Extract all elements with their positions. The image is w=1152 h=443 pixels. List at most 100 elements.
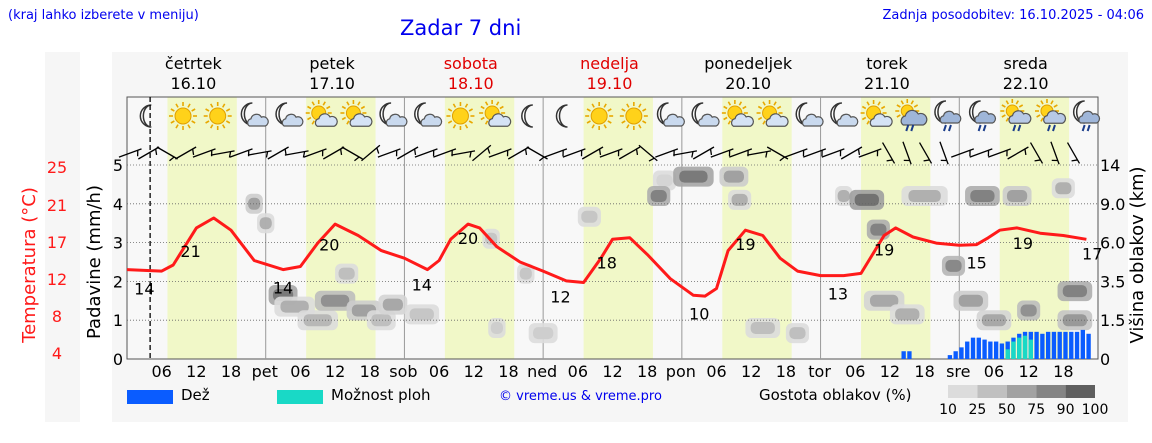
- storm-bar: [1017, 337, 1022, 359]
- sun-cloud-icon: [721, 100, 754, 127]
- rain-bar: [976, 337, 981, 359]
- wind-arrow: [902, 141, 912, 165]
- precip-tick: 2: [113, 272, 123, 291]
- cloud-layer-blob: [889, 304, 925, 325]
- wind-arrow: [858, 148, 882, 158]
- weather-icons: [139, 99, 1101, 132]
- x-hour-tick: 12: [325, 362, 345, 381]
- wind-arrow: [747, 150, 772, 158]
- precip-axis-label: Padavine (mm/h): [84, 185, 105, 339]
- moon-cloud-icon: [414, 102, 443, 127]
- temperature-label: 19: [735, 235, 755, 254]
- wind-arrow: [175, 146, 197, 160]
- rain-bar: [982, 339, 987, 359]
- rain-bar: [1045, 331, 1051, 359]
- x-day-tick: ned: [527, 362, 557, 381]
- x-hour-tick: 06: [845, 362, 865, 381]
- sun-icon: [203, 102, 232, 130]
- page-title: Zadar 7 dni: [400, 16, 522, 40]
- moon-cloud-icon: [795, 102, 824, 127]
- x-hour-tick: 06: [568, 362, 588, 381]
- rain-bar: [1080, 329, 1085, 359]
- day-name: torek: [866, 54, 908, 73]
- cloud-layer-blob: [728, 189, 752, 210]
- x-day-tick: sre: [946, 362, 970, 381]
- cloud-layer-blob: [245, 193, 263, 214]
- x-day-tick: pet: [252, 362, 278, 381]
- day-date: 19.10: [587, 74, 633, 93]
- cloud-density-level: 25: [968, 402, 986, 418]
- moon-cloud-icon: [240, 102, 269, 127]
- cloud-layer-blob: [577, 206, 601, 227]
- day-date: 17.10: [309, 74, 355, 93]
- left-axis-panel: [45, 52, 80, 422]
- wind-arrow: [803, 148, 827, 158]
- x-hour-tick: 18: [498, 362, 518, 381]
- rain-bar: [970, 337, 976, 359]
- x-day-tick: tor: [808, 362, 831, 381]
- sun-rain-icon: [1034, 99, 1067, 132]
- legend: 10 25 50 75 90 100: [939, 385, 1108, 418]
- cloud-layer-blob: [314, 290, 356, 311]
- cloud-layer-blob: [1017, 300, 1041, 321]
- wind-arrow: [1050, 141, 1060, 165]
- day-date: 16.10: [170, 74, 216, 93]
- rain-bar: [901, 351, 906, 359]
- x-hour-tick: 12: [1018, 362, 1038, 381]
- rain-bar: [1069, 331, 1074, 359]
- precip-tick: 5: [113, 156, 123, 175]
- cloud-layer-blob: [719, 166, 749, 187]
- wind-arrow: [526, 146, 548, 162]
- rain-bar: [907, 351, 912, 359]
- x-hour-tick: 06: [290, 362, 310, 381]
- temperature-label: 13: [828, 285, 848, 304]
- moon-cloud-icon: [379, 102, 408, 127]
- plot-border: [126, 96, 1099, 360]
- precip-tick: 4: [113, 195, 123, 214]
- cloud-density-level: 75: [1027, 402, 1045, 418]
- wind-arrow: [562, 148, 586, 158]
- cloud-layer-blob: [849, 189, 885, 210]
- rain-bar: [1051, 331, 1057, 359]
- precip-bars: [901, 329, 1091, 359]
- region-hint[interactable]: (kraj lahko izberete v meniju): [8, 8, 199, 23]
- wind-arrow: [599, 148, 623, 158]
- wind-arrow: [692, 146, 715, 160]
- temperature-line: 21 14 20 14 20 12 18 10 19 13 19 15 19 17 14: [126, 216, 1102, 324]
- storm-bar: [1005, 349, 1010, 359]
- storm-legend-swatch: [277, 390, 323, 404]
- credit-link[interactable]: © vreme.us & vreme.pro: [499, 389, 662, 404]
- cloud-height-tick: 9.0: [1100, 195, 1125, 214]
- temperature-tick: 4: [52, 344, 62, 363]
- rain-bar: [1063, 331, 1068, 359]
- wind-arrow: [939, 141, 949, 165]
- cloud-density-swatch: [1006, 385, 1037, 398]
- storm-legend-label: Možnost ploh: [331, 386, 431, 404]
- gridlines: [127, 97, 1098, 359]
- wind-arrow: [544, 148, 568, 158]
- sun-rain-icon: [1000, 99, 1032, 132]
- x-hour-tick: 06: [984, 362, 1004, 381]
- rain-bar: [947, 355, 953, 359]
- sun-cloud-icon: [305, 100, 338, 127]
- cloud-layer-blob: [965, 186, 1000, 207]
- cloud-layer-blob: [1051, 178, 1075, 199]
- cloud-layer-blob: [1057, 281, 1093, 302]
- rain-bar: [965, 341, 970, 359]
- x-hour-tick: 12: [602, 362, 622, 381]
- sun-icon: [169, 102, 198, 130]
- temperature-label: 19: [874, 240, 894, 259]
- wind-arrow: [341, 146, 363, 162]
- cloud-layer-blob: [404, 304, 440, 325]
- rain-bar: [999, 343, 1005, 359]
- temperature-tick: 17: [47, 233, 67, 252]
- wind-arrow: [472, 144, 492, 162]
- x-hour-tick: 18: [1053, 362, 1073, 381]
- wind-arrow: [1029, 142, 1044, 164]
- x-hour-tick: 12: [464, 362, 484, 381]
- cloud-layer-blob: [378, 294, 408, 315]
- cloud-layer-blob: [335, 263, 359, 284]
- temperature-label: 14: [134, 279, 154, 298]
- day-name: ponedeljek: [704, 54, 793, 73]
